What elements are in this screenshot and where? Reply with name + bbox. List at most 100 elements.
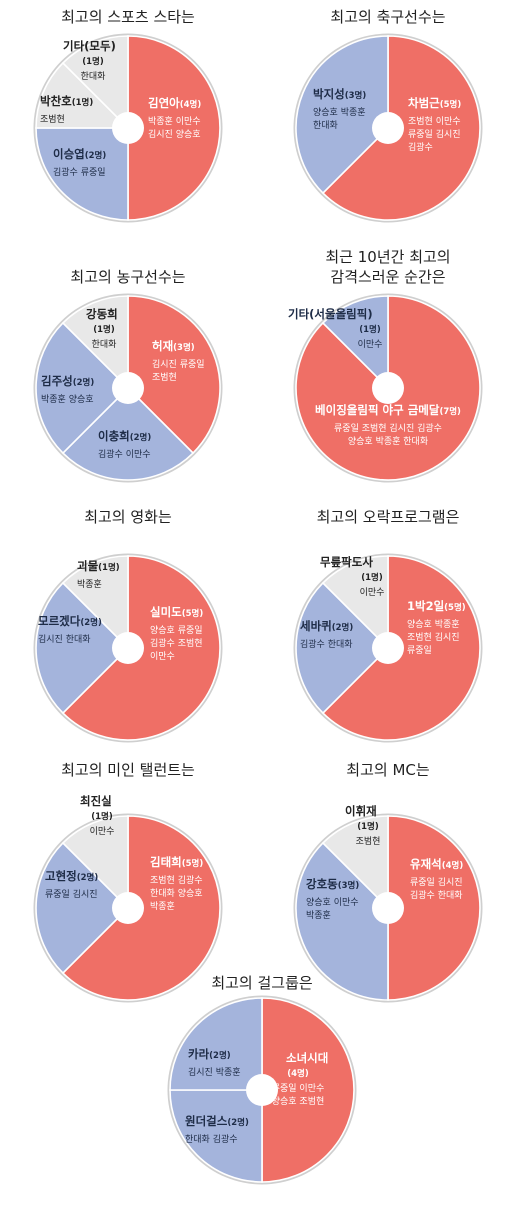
pie-slice	[295, 35, 389, 195]
pie-center-hole	[112, 372, 144, 404]
slice-label: 세바퀴(2명) 김광수 한대화	[300, 619, 353, 650]
pie-slice	[61, 815, 129, 910]
slice-count: (1명)	[359, 324, 381, 335]
slice-voters: 한대화	[313, 120, 338, 131]
slice-name: 최진실	[80, 794, 112, 808]
pie-slice	[261, 997, 355, 1183]
slice-name: 모르겠다(2명)	[38, 614, 102, 628]
slice-name: 이충희(2명)	[98, 429, 151, 443]
slice-voters: 양승호 류중일	[150, 625, 203, 636]
pie-slice	[35, 581, 130, 715]
slice-label: 모르겠다(2명) 김시진 한대화	[38, 614, 102, 645]
slice-name: 무릎팍도사	[320, 555, 373, 569]
slice-label: 고현정(2명) 류중일 김시진	[45, 869, 98, 900]
slice-count: (1명)	[93, 324, 115, 335]
slice-voters: 조범현	[356, 836, 381, 847]
pie-slice	[387, 815, 481, 1001]
slice-label: 기타(모두) (1명) 한대화	[63, 39, 116, 82]
slice-label: 원더걸스(2명) 한대화 김광수	[185, 1114, 249, 1145]
pie-slice	[35, 127, 129, 221]
slice-name: 박찬호(1명)	[40, 94, 93, 108]
pie-slice	[127, 295, 221, 455]
slice-voters: 조범현	[152, 372, 177, 383]
slice-voters: 박종훈 양승호	[41, 393, 94, 405]
chart-title: 최고의 스포츠 스타는	[61, 8, 195, 26]
slice-voters: 김시진 양승호	[148, 128, 201, 140]
pie-center-hole	[372, 112, 404, 144]
slice-voters: 류중일 조범현 김시진 김광수	[334, 422, 442, 434]
slice-voters: 양승호 이만수	[306, 897, 359, 908]
slice-voters: 김광수 이만수	[98, 448, 151, 460]
pie-center-hole	[372, 372, 404, 404]
slice-voters: 김시진 박종훈	[188, 1066, 241, 1078]
slice-voters: 박종훈 이만수	[148, 115, 201, 127]
slice-name: 강호동(3명)	[306, 877, 359, 891]
pie-center-hole	[372, 892, 404, 924]
slice-label: 카라(2명) 김시진 박종훈	[188, 1047, 241, 1078]
slice-voters: 한대화	[92, 339, 117, 350]
slice-voters: 박종훈	[77, 578, 102, 590]
pie-slice	[169, 997, 263, 1091]
slice-voters: 박종훈	[306, 909, 331, 921]
slice-voters: 김광수 한대화	[410, 889, 463, 901]
pie-slice	[295, 841, 389, 1001]
slice-name: 허재(3명)	[152, 339, 195, 353]
slice-count: (1명)	[82, 56, 104, 67]
slice-voters: 류중일 김시진	[408, 128, 461, 140]
chart-title: 최고의 걸그룹은	[211, 974, 312, 992]
slice-name: 강동희	[86, 307, 118, 321]
slice-label: 무릎팍도사 (1명) 이만수	[320, 555, 384, 598]
slice-voters: 양승호 박종훈 한대화	[348, 435, 428, 447]
slice-voters: 류중일 김시진	[410, 876, 463, 888]
pie-center-hole	[372, 632, 404, 664]
pie-slice	[35, 61, 130, 129]
slice-name: 괴물(1명)	[77, 559, 120, 573]
slice-voters: 김광수 조범현	[150, 637, 203, 649]
slice-voters: 조범현 김광수	[150, 874, 203, 886]
slice-name: 1박2일(5명)	[407, 599, 466, 613]
pie-slice	[61, 295, 129, 390]
slice-name: 이승엽(2명)	[53, 147, 106, 161]
slice-voters: 이만수	[360, 587, 385, 598]
pie-slice	[61, 386, 195, 481]
pie-slice	[295, 295, 481, 481]
slice-label: 괴물(1명) 박종훈	[77, 559, 120, 590]
slice-label: 최진실 (1명) 이만수	[80, 794, 114, 837]
slice-name: 원더걸스(2명)	[185, 1114, 249, 1128]
slice-voters: 조범현 김시진	[407, 631, 460, 643]
slice-voters: 이만수	[358, 339, 383, 350]
slice-label: 이승엽(2명) 김광수 류중일	[53, 147, 106, 178]
pie-center-hole	[246, 1074, 278, 1106]
slice-voters: 한대화 김광수	[185, 1133, 238, 1145]
slice-voters: 한대화	[81, 71, 106, 82]
pie-slice	[321, 555, 389, 650]
slice-voters: 양승호 조범현	[272, 1096, 325, 1107]
slice-count: (1명)	[91, 811, 113, 822]
pie-slice	[35, 321, 130, 455]
slice-voters: 양승호 박종훈	[407, 618, 460, 630]
slice-voters: 류중일 김시진	[45, 888, 98, 900]
slice-name: 실미도(5명)	[150, 605, 203, 619]
slice-name: 기타(서울올림픽)	[288, 307, 373, 321]
slice-voters: 류중일	[407, 645, 432, 656]
slice-voters: 조범현	[40, 114, 65, 125]
slice-voters: 이만수	[150, 651, 175, 662]
slice-count: (1명)	[357, 821, 379, 832]
pie-slice	[321, 815, 389, 910]
